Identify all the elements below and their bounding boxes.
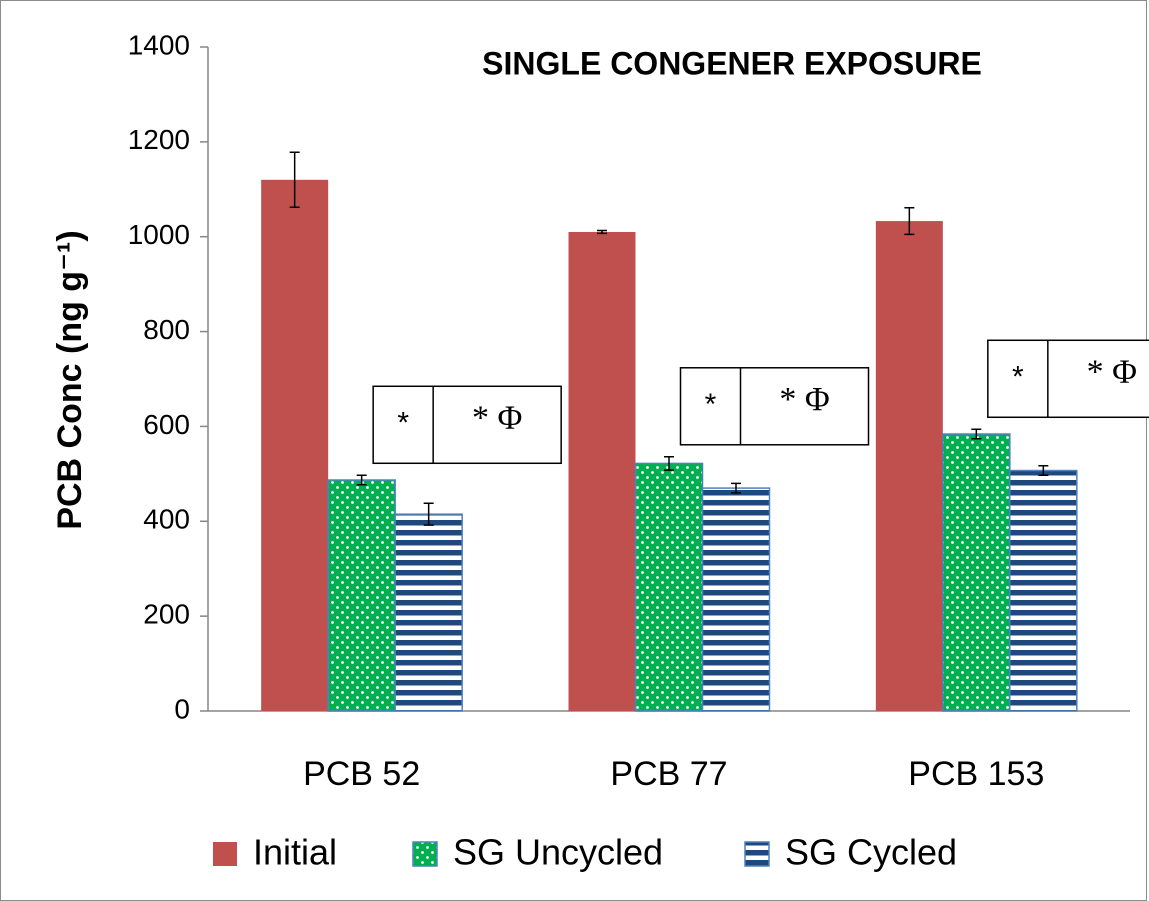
bar (327, 479, 396, 712)
bar (1009, 469, 1078, 712)
annotation: * (1012, 361, 1024, 394)
error-bar (597, 229, 607, 235)
annotation: * (705, 388, 717, 421)
bar (942, 433, 1011, 712)
bar (261, 179, 329, 712)
legend-swatch (412, 841, 438, 867)
y-tick-label: 1000 (128, 219, 190, 250)
x-tick-label: PCB 77 (610, 755, 727, 793)
annotation-box (987, 339, 1149, 419)
legend-swatch (744, 841, 770, 867)
bar (568, 231, 636, 711)
error-bar (971, 428, 982, 440)
error-bar (664, 456, 674, 471)
annotation: * Φ (779, 381, 829, 418)
legend-swatch (213, 842, 237, 866)
x-tick-label: PCB 153 (908, 755, 1044, 793)
legend-label: Initial (253, 832, 337, 873)
y-tick-label: 0 (174, 693, 190, 724)
annotation-box (679, 367, 870, 446)
y-tick-label: 1200 (128, 124, 190, 155)
error-bar (1038, 465, 1049, 477)
y-tick-label: 800 (143, 314, 190, 345)
legend-label: SG Cycled (785, 832, 957, 873)
error-bar (731, 482, 741, 494)
bar (394, 513, 463, 712)
legend-label: SG Uncycled (453, 832, 663, 873)
error-bar (904, 207, 915, 236)
error-bar (356, 474, 367, 486)
y-tick-label: 400 (143, 504, 190, 535)
error-bar (289, 151, 300, 209)
y-tick-label: 200 (143, 599, 190, 630)
y-axis-title: PCB Conc (ng g⁻¹) (51, 230, 89, 529)
annotation: * Φ (1087, 354, 1137, 391)
error-bar (423, 502, 434, 526)
x-tick-label: PCB 52 (303, 755, 420, 793)
annotation: * Φ (472, 400, 522, 437)
bar (701, 487, 771, 712)
y-tick-label: 1400 (128, 29, 190, 60)
bar (634, 462, 704, 712)
chart-title: SINGLE CONGENER EXPOSURE (482, 45, 982, 81)
annotation-box (372, 385, 562, 465)
y-tick-label: 600 (143, 409, 190, 440)
annotation: * (397, 407, 409, 440)
bar (875, 221, 943, 711)
